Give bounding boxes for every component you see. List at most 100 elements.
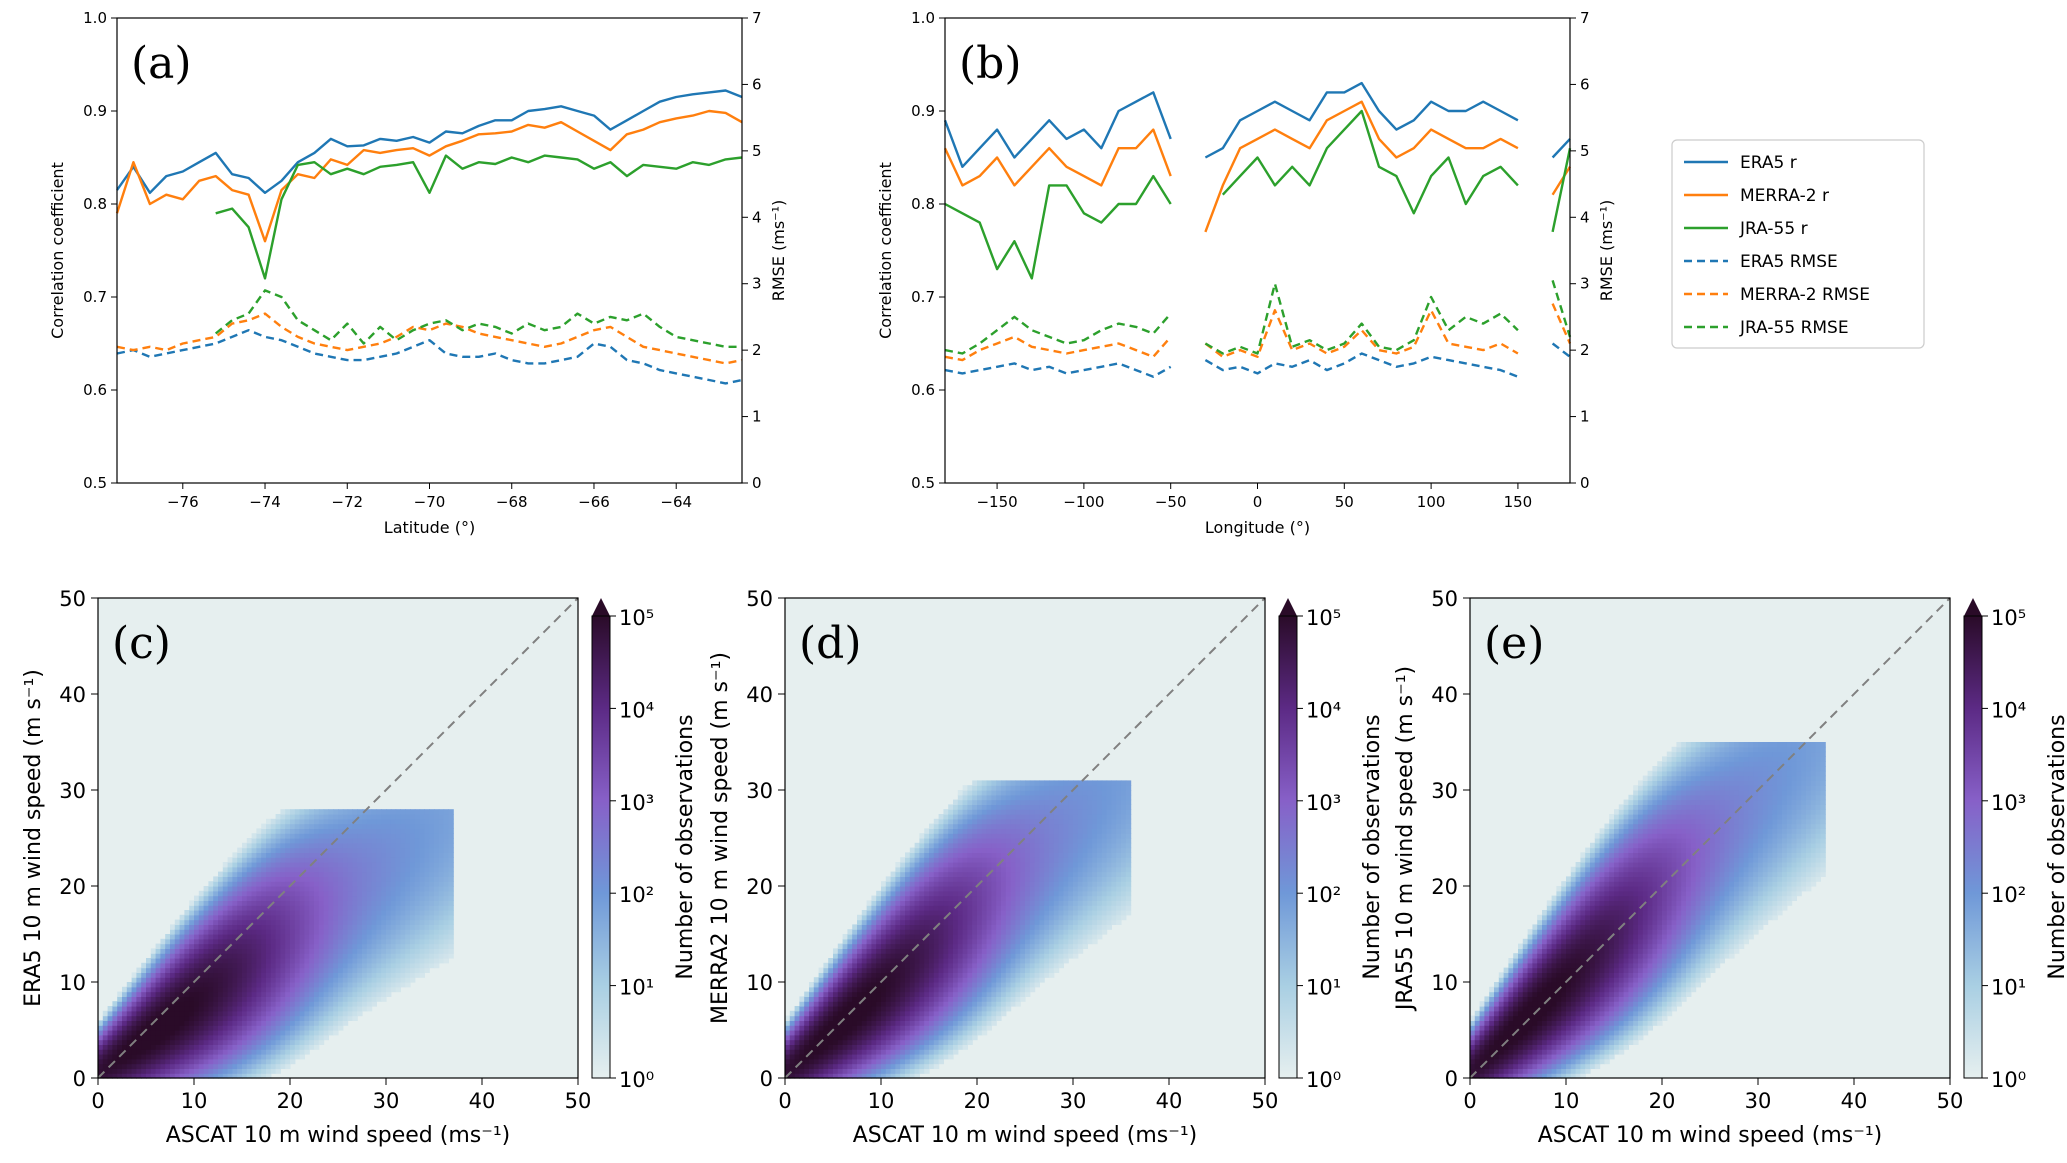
heatmap-cell bbox=[208, 996, 214, 1002]
heatmap-cell bbox=[246, 842, 253, 849]
heatmap-cell bbox=[977, 857, 983, 863]
heatmap-cell bbox=[314, 881, 320, 887]
heatmap-cell bbox=[362, 866, 368, 873]
heatmap-cell bbox=[1015, 924, 1021, 930]
heatmap-cell bbox=[986, 814, 992, 820]
heatmap-cell bbox=[885, 1030, 892, 1036]
heatmap-cell bbox=[155, 1049, 161, 1055]
heatmap-cell bbox=[208, 1049, 214, 1055]
heatmap-cell bbox=[371, 953, 377, 959]
heatmap-cell bbox=[1015, 876, 1021, 882]
heatmap-cell bbox=[953, 1030, 959, 1036]
heatmap-cell bbox=[275, 1006, 281, 1012]
heatmap-cell bbox=[362, 914, 368, 921]
heatmap-cell bbox=[270, 876, 277, 882]
heatmap-cell bbox=[962, 842, 968, 849]
heatmap-cell bbox=[179, 943, 185, 949]
heatmap-cell bbox=[1001, 900, 1007, 906]
heatmap-cell bbox=[270, 1068, 277, 1074]
heatmap-cell bbox=[227, 1054, 233, 1060]
heatmap-cell bbox=[376, 982, 382, 988]
heatmap-cell bbox=[996, 838, 1002, 844]
heatmap-cell bbox=[328, 962, 334, 969]
heatmap-cell bbox=[833, 1030, 839, 1036]
heatmap-cell bbox=[933, 991, 940, 997]
heatmap-cell bbox=[909, 986, 916, 993]
heatmap-cell bbox=[996, 924, 1002, 930]
heatmap-cell bbox=[434, 924, 440, 930]
heatmap-cell bbox=[977, 1010, 983, 1017]
heatmap-cell bbox=[376, 842, 382, 849]
heatmap-cell bbox=[429, 818, 435, 825]
heatmap-cell bbox=[1005, 785, 1012, 791]
heatmap-cell bbox=[828, 1054, 834, 1060]
heatmap-cell bbox=[866, 991, 872, 997]
heatmap-cell bbox=[1010, 914, 1016, 921]
heatmap-cell bbox=[852, 934, 858, 940]
heatmap-cell bbox=[208, 934, 214, 940]
heatmap-cell bbox=[184, 1063, 190, 1069]
heatmap-cell bbox=[948, 986, 954, 993]
heatmap-cell bbox=[309, 977, 315, 983]
heatmap-cell bbox=[914, 862, 920, 868]
heatmap-cell bbox=[443, 857, 449, 863]
heatmap-cell bbox=[890, 934, 896, 940]
heatmap-cell bbox=[914, 1068, 920, 1074]
heatmap-cell bbox=[943, 842, 949, 849]
heatmap-cell bbox=[395, 958, 401, 964]
heatmap-cell bbox=[914, 1006, 920, 1012]
heatmap-cell bbox=[991, 991, 997, 997]
heatmap-cell bbox=[357, 890, 363, 897]
heatmap-cell bbox=[222, 905, 229, 911]
heatmap-cell bbox=[1015, 910, 1021, 916]
heatmap-cell bbox=[309, 857, 315, 863]
heatmap-cell bbox=[938, 919, 944, 925]
heatmap-cell bbox=[122, 1010, 128, 1017]
heatmap-cell bbox=[285, 948, 291, 954]
heatmap-cell bbox=[991, 790, 997, 796]
heatmap-cell bbox=[424, 948, 430, 954]
heatmap-cell bbox=[386, 943, 392, 949]
heatmap-cell bbox=[150, 1015, 157, 1021]
heatmap-cell bbox=[251, 910, 257, 916]
heatmap-cell bbox=[900, 890, 906, 897]
heatmap-cell bbox=[338, 809, 344, 815]
heatmap-cell bbox=[328, 938, 334, 945]
heatmap-cell bbox=[314, 919, 320, 925]
heatmap-cell bbox=[919, 1068, 925, 1074]
heatmap-cell bbox=[986, 794, 992, 801]
heatmap-cell bbox=[405, 972, 411, 978]
heatmap-cell bbox=[414, 833, 421, 839]
heatmap-cell bbox=[256, 852, 262, 858]
heatmap-cell bbox=[895, 1058, 901, 1065]
heatmap-cell bbox=[962, 986, 968, 993]
heatmap-cell bbox=[352, 991, 358, 997]
heatmap-cell bbox=[395, 838, 401, 844]
heatmap-cell bbox=[996, 785, 1002, 791]
heatmap-cell bbox=[443, 847, 449, 853]
heatmap-cell bbox=[342, 962, 349, 969]
heatmap-cell bbox=[890, 1044, 896, 1050]
heatmap-cell bbox=[328, 881, 334, 887]
heatmap-cell bbox=[977, 1025, 983, 1031]
heatmap-cell bbox=[919, 1025, 925, 1031]
heatmap-cell bbox=[1015, 938, 1021, 945]
heatmap-cell bbox=[905, 1025, 911, 1031]
heatmap-cell bbox=[203, 1034, 209, 1041]
heatmap-cell bbox=[227, 1034, 233, 1041]
heatmap-cell bbox=[122, 1063, 128, 1069]
heatmap-cell bbox=[438, 953, 445, 959]
heatmap-cell bbox=[924, 1054, 930, 1060]
heatmap-cell bbox=[986, 862, 992, 868]
heatmap-cell bbox=[246, 852, 253, 858]
heatmap-cell bbox=[318, 1025, 325, 1031]
heatmap-cell bbox=[395, 982, 401, 988]
heatmap-cell bbox=[270, 1015, 277, 1021]
heatmap-cell bbox=[390, 857, 397, 863]
heatmap-cell bbox=[290, 818, 296, 825]
heatmap-cell bbox=[395, 876, 401, 882]
heatmap-cell bbox=[218, 1063, 224, 1069]
heatmap-cell bbox=[146, 977, 152, 983]
y-right-tick-label: 4 bbox=[752, 208, 762, 226]
heatmap-cell bbox=[136, 1039, 142, 1045]
